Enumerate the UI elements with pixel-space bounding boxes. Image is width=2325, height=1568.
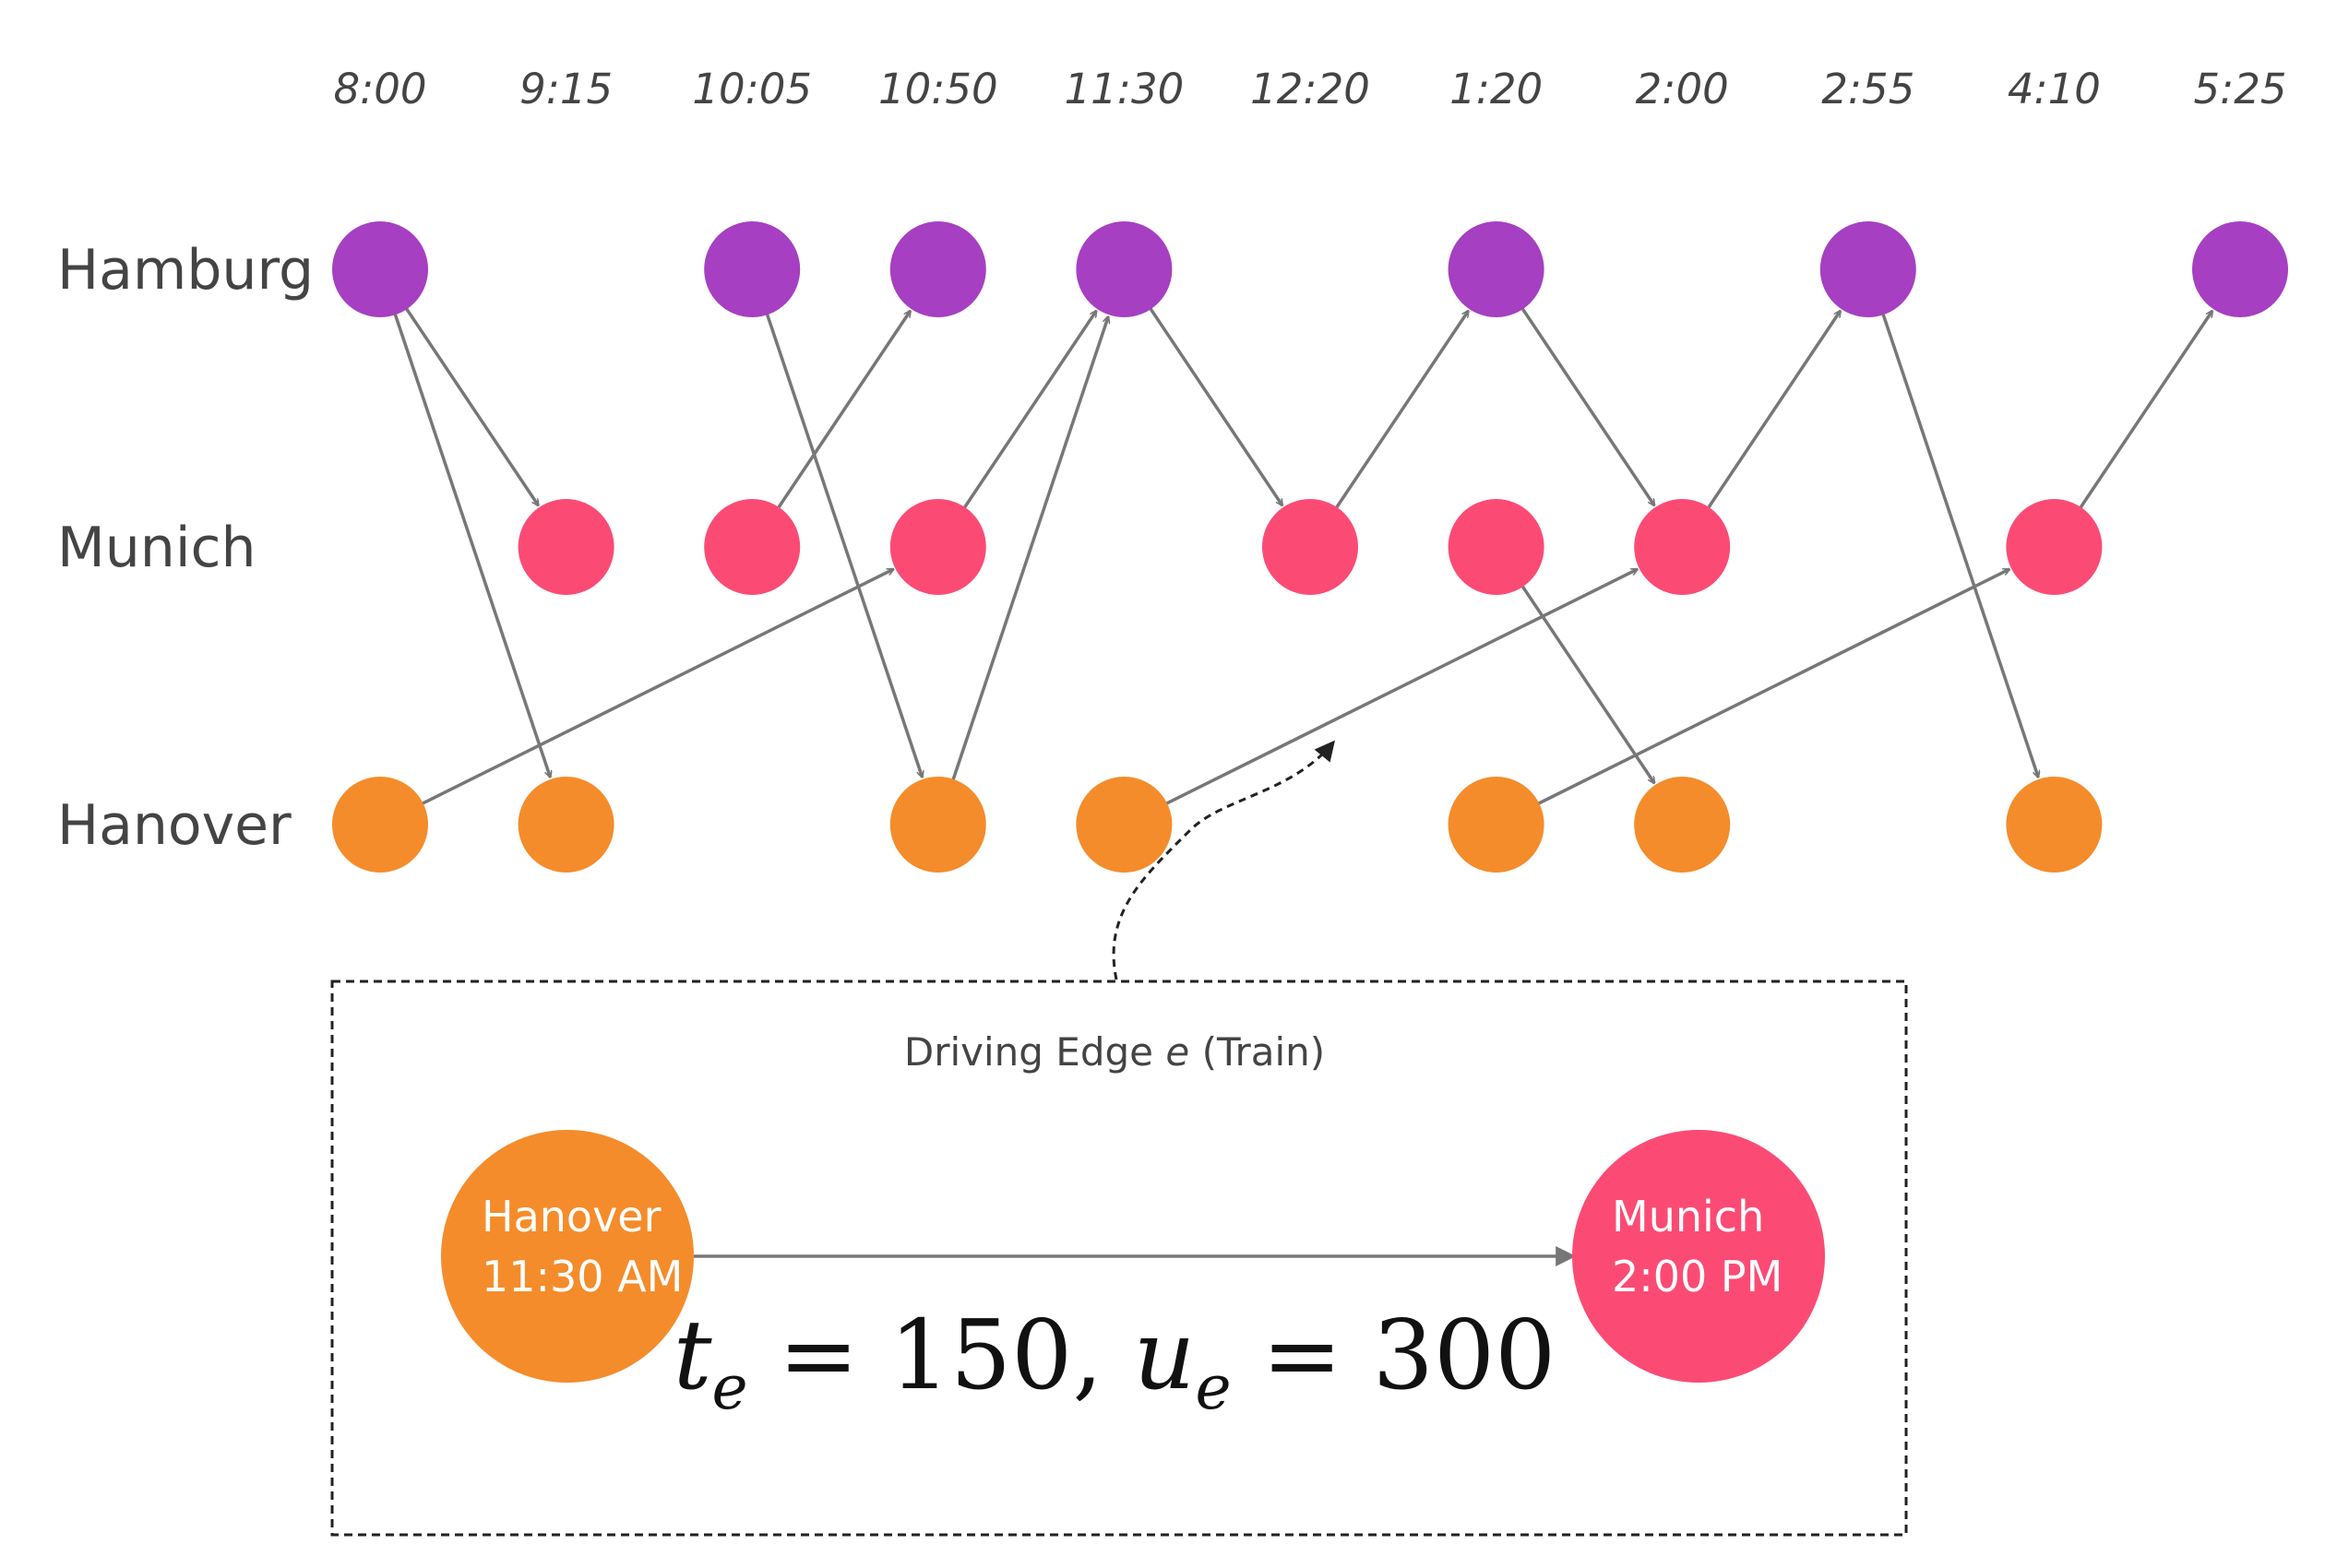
node-munich xyxy=(889,499,986,595)
node-hanover xyxy=(889,777,986,873)
time-label: 10:05 xyxy=(692,65,812,113)
edge-formula: te = 150, ue = 300 xyxy=(674,1299,1556,1423)
node-hamburg xyxy=(1076,221,1173,317)
train-edge xyxy=(1123,567,1637,826)
city-label-munich: Munich xyxy=(57,516,256,580)
train-edge xyxy=(1495,567,2009,826)
station-nodes xyxy=(332,221,2288,873)
node-hanover xyxy=(332,777,428,873)
inset-frame xyxy=(330,980,1908,1537)
node-munich xyxy=(518,499,614,595)
train-edge xyxy=(379,567,893,826)
inset-from-city: Hanover xyxy=(482,1192,662,1241)
city-labels: Hamburg Munich Hanover xyxy=(57,238,314,858)
city-label-hamburg: Hamburg xyxy=(57,238,314,303)
city-label-hanover: Hanover xyxy=(57,793,292,858)
train-edge xyxy=(936,316,1108,826)
time-label: 2:00 xyxy=(1636,65,1729,113)
inset-from-time: 11:30 AM xyxy=(482,1252,683,1301)
time-label: 12:20 xyxy=(1250,65,1370,113)
inset-to-city: Munich xyxy=(1612,1192,1764,1241)
inset-from-node xyxy=(441,1130,694,1383)
time-axis-labels: 8:00 9:15 10:05 10:50 11:30 12:20 1:20 2:00 2:55… xyxy=(333,65,2286,113)
callout-arrow xyxy=(1112,740,1335,980)
node-hamburg xyxy=(332,221,428,317)
node-munich xyxy=(1262,499,1358,595)
driving-edge-inset: Driving Edge e (Train) Hanover 11:30 AM … xyxy=(330,980,1908,1537)
node-hanover xyxy=(1448,777,1544,873)
train-edge xyxy=(378,268,550,778)
node-hanover xyxy=(1634,777,1731,873)
node-munich xyxy=(2006,499,2103,595)
inset-to-time: 2:00 PM xyxy=(1612,1252,1782,1301)
time-label: 5:25 xyxy=(2193,65,2286,113)
time-label: 10:50 xyxy=(878,65,998,113)
node-hanover xyxy=(518,777,614,873)
time-label: 1:20 xyxy=(1449,65,1543,113)
node-hamburg xyxy=(1819,221,1916,317)
node-hamburg xyxy=(889,221,986,317)
train-edge xyxy=(1866,268,2038,778)
time-label: 11:30 xyxy=(1065,65,1185,113)
node-hamburg xyxy=(1448,221,1544,317)
train-edge xyxy=(750,268,922,778)
time-label: 9:15 xyxy=(519,65,613,113)
node-hanover xyxy=(2006,777,2103,873)
node-hanover xyxy=(1076,777,1173,873)
inset-title: Driving Edge e (Train) xyxy=(904,1029,1325,1075)
time-label: 4:10 xyxy=(2008,65,2101,113)
node-munich xyxy=(1448,499,1544,595)
node-munich xyxy=(704,499,801,595)
time-label: 2:55 xyxy=(1821,65,1914,113)
node-hamburg xyxy=(704,221,801,317)
inset-to-node xyxy=(1572,1130,1825,1383)
time-label: 8:00 xyxy=(333,65,426,113)
node-munich xyxy=(1634,499,1731,595)
node-hamburg xyxy=(2192,221,2288,317)
